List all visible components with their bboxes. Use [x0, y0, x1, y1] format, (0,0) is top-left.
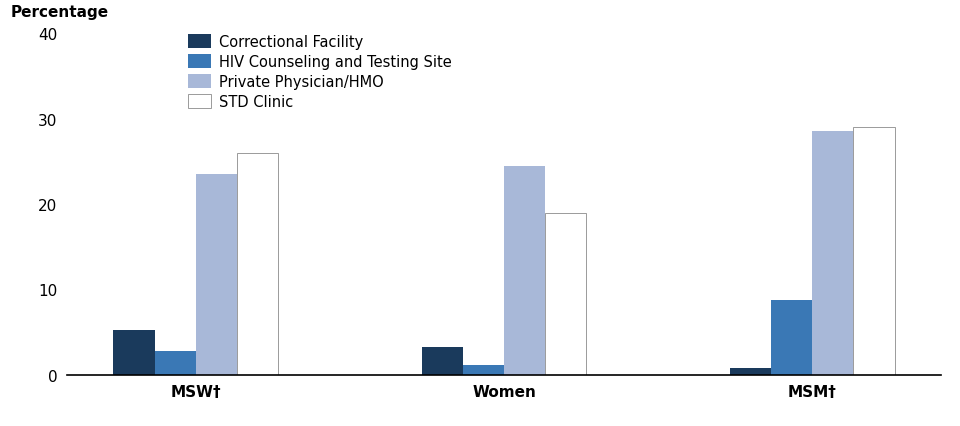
Bar — [237, 153, 277, 375]
Bar — [196, 175, 237, 375]
Legend: Correctional Facility, HIV Counseling and Testing Site, Private Physician/HMO, S: Correctional Facility, HIV Counseling an… — [188, 35, 451, 109]
Text: Percentage: Percentage — [11, 6, 108, 20]
Bar — [771, 301, 812, 375]
Bar — [812, 132, 853, 375]
Bar — [113, 331, 155, 375]
Bar — [155, 351, 196, 375]
Bar — [463, 366, 504, 375]
Bar — [853, 128, 895, 375]
Bar — [545, 213, 587, 375]
Bar — [504, 166, 545, 375]
Bar — [421, 347, 463, 375]
Bar — [731, 368, 771, 375]
